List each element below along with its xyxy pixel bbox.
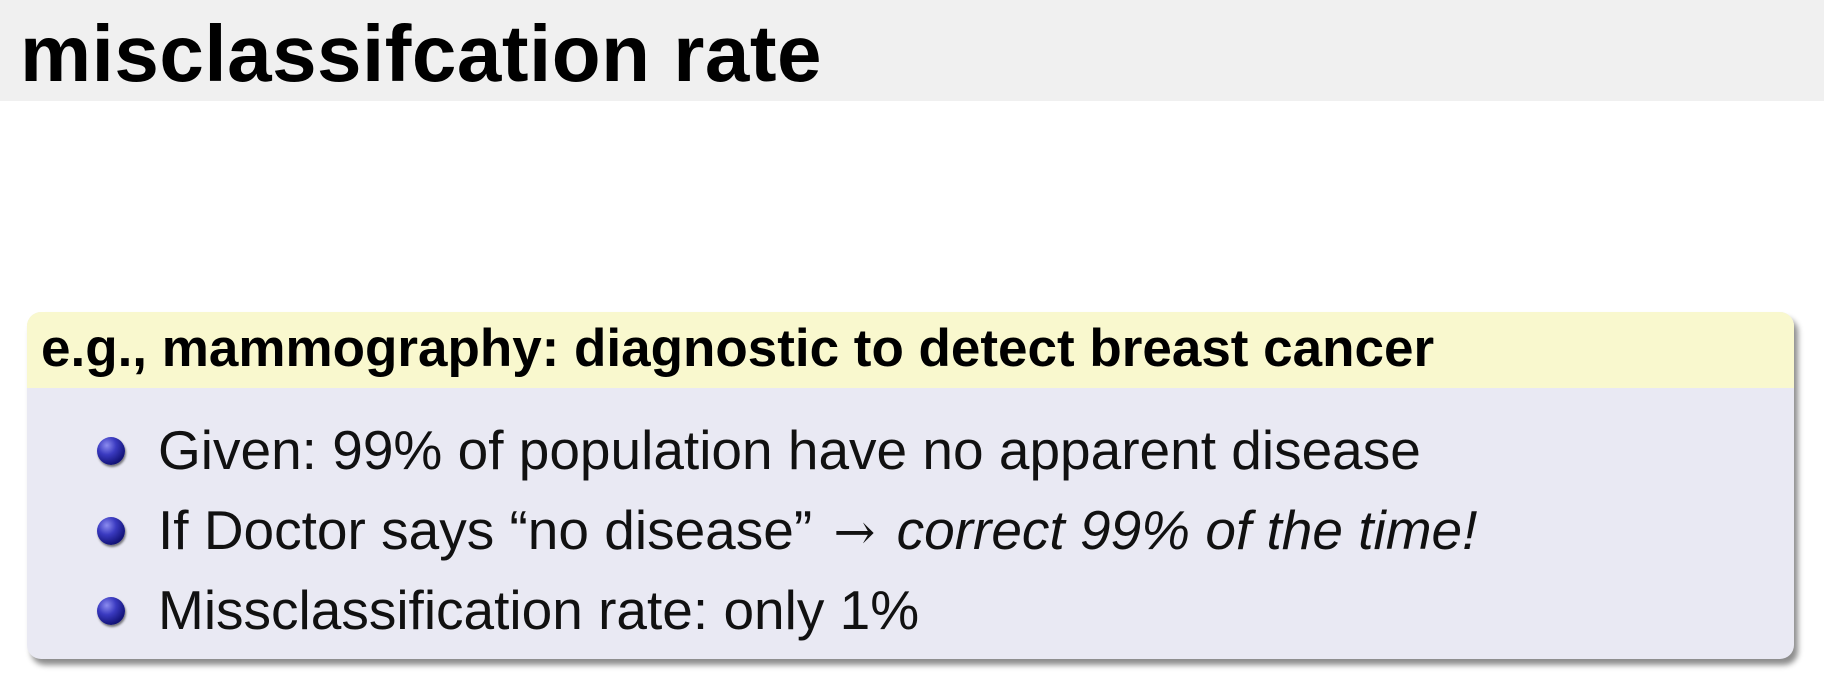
bullet-text: If Doctor says “no disease” <box>158 499 813 561</box>
bullet-dot-icon <box>97 517 125 545</box>
example-block: e.g., mammography: diagnostic to detect … <box>27 312 1794 659</box>
bullet-item-doctor: If Doctor says “no disease” → correct 99… <box>27 490 1794 570</box>
right-arrow-icon: → <box>833 503 876 561</box>
slide-title: misclassifcation rate <box>20 9 822 98</box>
example-block-title: e.g., mammography: diagnostic to detect … <box>41 319 1435 378</box>
title-bar: misclassifcation rate <box>0 0 1824 101</box>
example-block-header: e.g., mammography: diagnostic to detect … <box>27 312 1794 388</box>
bullet-item-rate: Missclassification rate: only 1% <box>27 570 1794 650</box>
bullet-text: Missclassification rate: only 1% <box>158 579 920 641</box>
bullet-item-given: Given: 99% of population have no apparen… <box>27 410 1794 490</box>
bullet-dot-icon <box>97 597 125 625</box>
bullet-emphasis: correct 99% of the time! <box>896 499 1478 561</box>
bullet-dot-icon <box>97 437 125 465</box>
bullet-list: Given: 99% of population have no apparen… <box>27 410 1794 650</box>
bullet-text: Given: 99% of population have no apparen… <box>158 419 1421 481</box>
example-block-body: Given: 99% of population have no apparen… <box>27 388 1794 650</box>
